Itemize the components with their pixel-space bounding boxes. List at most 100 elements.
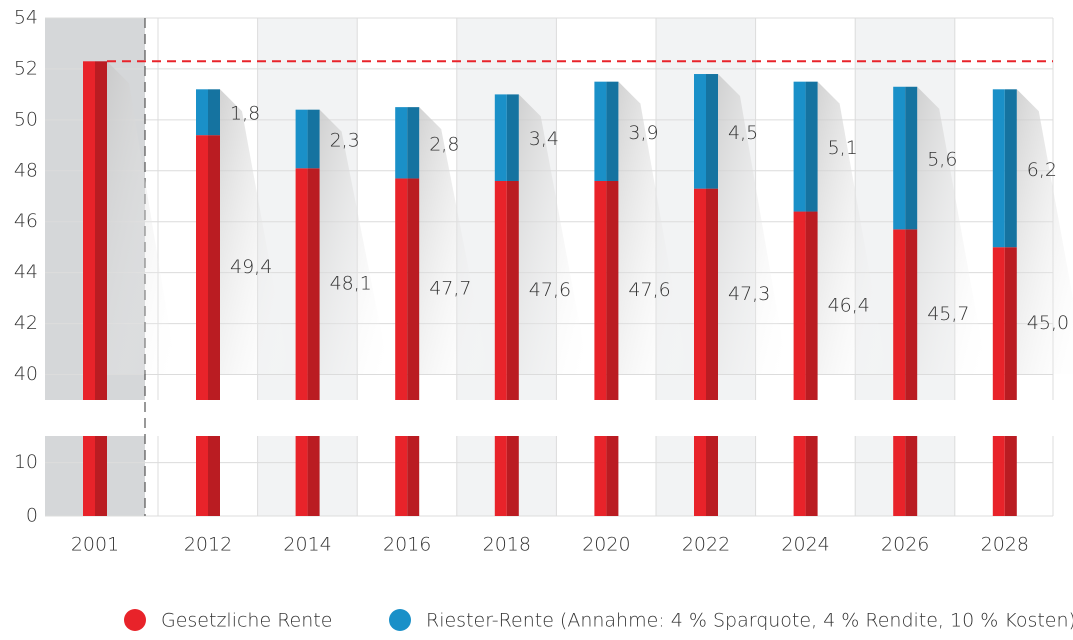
bar-left (196, 135, 208, 400)
bar-segment (594, 180, 619, 400)
bar-shadow (618, 81, 689, 375)
bar-left (295, 168, 308, 400)
bar-segment (694, 74, 718, 189)
x-tick-label: 2018 (483, 534, 531, 556)
bar-segment-lower (694, 436, 718, 516)
value-label: 6,2 (1027, 159, 1057, 181)
bar-left (793, 436, 806, 516)
x-tick-label: 2001 (71, 534, 119, 556)
bar-right (706, 436, 718, 516)
bar-shadow (817, 81, 888, 375)
value-label: 47,7 (429, 278, 471, 300)
bar-segment-lower (594, 436, 619, 516)
bar-left (295, 109, 308, 169)
bar-segment-lower (494, 436, 519, 516)
bar-right (905, 86, 918, 230)
bar-shadow (718, 74, 788, 374)
x-tick-label: 2028 (981, 534, 1029, 556)
y-tick-label: 40 (14, 363, 38, 385)
bar-segment (196, 89, 220, 136)
bar-right (407, 107, 420, 179)
bar-segment-lower (196, 436, 220, 516)
bar-segment (83, 61, 107, 400)
y-tick-label: 42 (14, 312, 38, 334)
bar-left (594, 180, 607, 400)
bar-right (407, 436, 420, 516)
bar-left (395, 178, 408, 400)
bar-right (307, 436, 320, 516)
bar-right (506, 94, 519, 181)
bar-left (694, 436, 706, 516)
bar-segment (395, 107, 420, 179)
bar-right (805, 211, 818, 400)
value-label: 2,3 (330, 129, 360, 151)
legend-swatch (389, 609, 411, 631)
value-label: 3,4 (529, 128, 559, 150)
bar-segment (494, 94, 519, 181)
bar-right (805, 81, 818, 212)
bar-right (407, 178, 420, 400)
bar-segment-lower (295, 436, 320, 516)
bar-left (494, 180, 507, 400)
value-label: 3,9 (628, 122, 658, 144)
bar-segment-lower (395, 436, 420, 516)
bar-right (307, 168, 320, 400)
bar-left (694, 188, 706, 400)
value-label: 4,5 (728, 122, 758, 144)
bar-left (594, 81, 607, 181)
bar-right (307, 109, 320, 169)
bar-left (594, 436, 607, 516)
x-tick-label: 2020 (582, 534, 630, 556)
y-tick-label: 48 (14, 159, 38, 181)
bar-right (208, 135, 220, 400)
bar-right (606, 81, 619, 181)
bar-left (694, 74, 706, 189)
bar-segment-lower (83, 436, 107, 516)
bar-left (196, 436, 208, 516)
legend-label: Riester-Rente (Annahme: 4 % Sparquote, 4… (426, 610, 1073, 632)
bar-right (905, 436, 918, 516)
bar-right (1004, 436, 1017, 516)
value-label: 1,8 (230, 103, 260, 125)
bar-right (506, 436, 519, 516)
bar-shadow (1016, 89, 1073, 374)
bar-shadow (220, 89, 290, 374)
bar-right (208, 436, 220, 516)
bar-left (992, 247, 1005, 400)
legend-swatch (124, 609, 146, 631)
bar-segment (893, 229, 918, 400)
bar-right (606, 436, 619, 516)
bar-segment (992, 89, 1017, 248)
bar-segment (793, 211, 818, 400)
bar-right (95, 436, 107, 516)
value-label: 48,1 (330, 273, 372, 295)
bar-left (196, 89, 208, 136)
bar-right (606, 180, 619, 400)
bar-segment (694, 188, 718, 400)
y-tick-label: 54 (14, 7, 38, 29)
bar-right (95, 61, 107, 400)
value-label: 47,6 (529, 279, 571, 301)
bar-left (295, 436, 308, 516)
bar-shadow (419, 107, 490, 374)
bar-right (905, 229, 918, 400)
bar-right (208, 89, 220, 136)
value-label: 5,6 (927, 149, 957, 171)
bar-right (1004, 247, 1017, 400)
bar-left (992, 89, 1005, 248)
bar-segment-lower (992, 436, 1017, 516)
y-tick-label: 44 (14, 261, 38, 283)
bar-left (395, 436, 408, 516)
bar-shadow (107, 61, 177, 374)
value-label: 45,7 (927, 303, 969, 325)
bar-left (494, 94, 507, 181)
value-label: 49,4 (230, 256, 272, 278)
bar-left (83, 61, 95, 400)
bar-left (395, 107, 408, 179)
bar-segment (594, 81, 619, 181)
bar-left (83, 436, 95, 516)
bar-right (1004, 89, 1017, 248)
bar-segment (992, 247, 1017, 400)
bar-left (893, 229, 906, 400)
